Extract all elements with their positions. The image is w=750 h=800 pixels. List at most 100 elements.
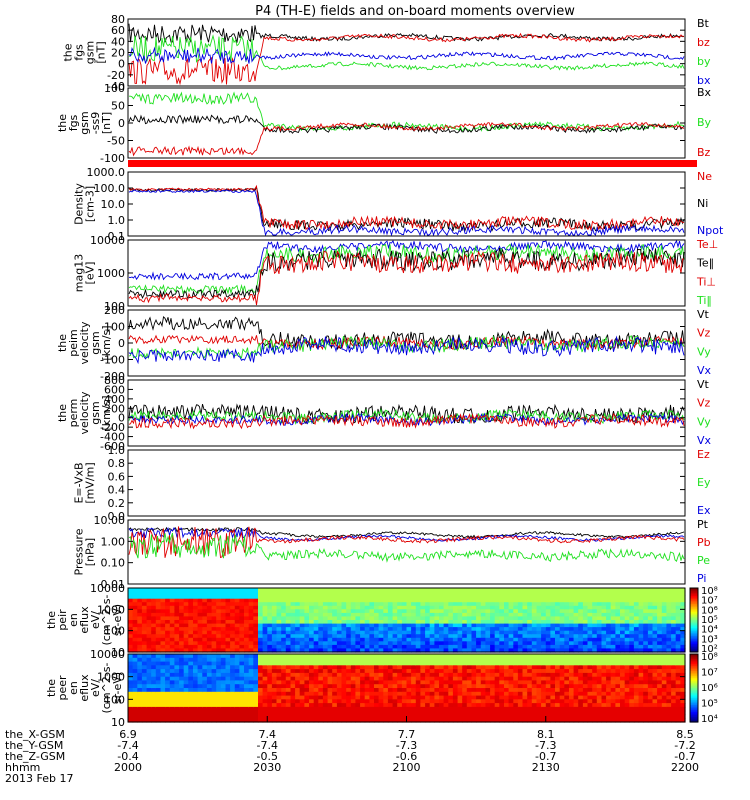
spectrogram-cell [141, 616, 148, 621]
spectrogram-cell [573, 602, 579, 607]
spectrogram-cell [633, 598, 640, 603]
spectrogram-cell [285, 588, 291, 593]
spectrogram-cell [258, 676, 264, 682]
spectrogram-cell [452, 669, 459, 674]
spectrogram-cell [606, 605, 612, 610]
spectrogram-cell [573, 706, 579, 712]
spectrogram-cell [578, 644, 584, 650]
spectrogram-cell [522, 665, 528, 670]
spectrogram-cell [555, 648, 561, 653]
spectrogram-cell [578, 609, 584, 614]
spectrogram-cell [666, 654, 672, 659]
spectrogram-cell [480, 588, 486, 593]
spectrogram-cell [429, 718, 435, 723]
spectrogram-cell [188, 695, 194, 700]
spectrogram-cell [633, 602, 640, 607]
spectrogram-cell [360, 710, 366, 716]
spectrogram-cell [360, 602, 366, 607]
spectrogram-cell [285, 680, 291, 685]
spectrogram-cell [499, 695, 505, 700]
spectrogram-cell [406, 641, 412, 646]
spectrogram-cell [216, 588, 222, 593]
spectrogram-cell [592, 695, 598, 700]
spectrogram-cell [480, 623, 486, 628]
spectrogram-cell [350, 644, 356, 650]
spectrogram-cell [620, 627, 626, 632]
spectrogram-cell [633, 657, 640, 663]
spectrogram-cell [276, 706, 282, 712]
spectrogram-cell [671, 627, 677, 632]
spectrogram-cell [485, 595, 491, 600]
spectrogram-cell [267, 627, 273, 632]
spectrogram-cell [165, 714, 171, 719]
spectrogram-cell [151, 695, 157, 700]
spectrogram-cell [643, 630, 649, 635]
spectrogram-cell [327, 641, 333, 646]
spectrogram-cell [448, 695, 454, 700]
spectrogram-cell [615, 620, 621, 625]
spectrogram-cell [559, 598, 565, 603]
spectrogram-cell [258, 648, 264, 653]
spectrogram-cell [151, 634, 157, 639]
spectrogram-cell [448, 605, 454, 610]
spectrogram-cell [610, 703, 616, 708]
spectrogram-cell [536, 641, 542, 646]
spectrogram-cell [633, 718, 640, 723]
spectrogram-cell [397, 680, 403, 685]
spectrogram-cell [169, 616, 175, 621]
spectrogram-cell [401, 691, 408, 697]
spectrogram-cell [420, 695, 426, 700]
spectrogram-cell [132, 588, 138, 593]
y-axis-label: E=-VxB [73, 462, 86, 503]
spectrogram-cell [132, 695, 138, 700]
spectrogram-cell [253, 637, 259, 642]
trace-ne [129, 185, 685, 233]
y-tick-label: 0 [118, 117, 125, 130]
spectrogram-cell [531, 661, 537, 666]
spectrogram-cell [592, 627, 598, 632]
spectrogram-cell [452, 691, 459, 697]
spectrogram-cell [439, 644, 445, 650]
spectrogram-cell [578, 623, 584, 628]
spectrogram-cell [160, 623, 166, 628]
spectrogram-cell [318, 661, 324, 666]
spectrogram-cell [620, 676, 626, 682]
spectrogram-cell [160, 588, 166, 593]
spectrogram-cell [281, 616, 287, 621]
spectrogram-cell [425, 588, 431, 593]
spectrogram-cell [165, 620, 171, 625]
spectrogram-cell [295, 627, 301, 632]
spectrogram-cell [206, 680, 213, 685]
spectrogram-cell [355, 710, 361, 716]
spectrogram-cell [666, 605, 672, 610]
spectrogram-cell [132, 648, 138, 653]
spectrogram-cell [522, 691, 528, 697]
spectrogram-cell [346, 680, 352, 685]
spectrogram-cell [267, 648, 273, 653]
spectrogram-cell [559, 657, 565, 663]
spectrogram-cell [429, 609, 435, 614]
spectrogram-cell [295, 641, 301, 646]
spectrogram-cell [174, 714, 180, 719]
spectrogram-cell [332, 644, 338, 650]
spectrogram-cell [559, 630, 565, 635]
spectrogram-cell [443, 710, 449, 716]
colorbar-tick-label: 10⁵ [701, 615, 718, 626]
trace-bx [128, 46, 685, 64]
spectrogram-cell [462, 648, 468, 653]
spectrogram-cell [401, 672, 408, 678]
spectrogram-cell [624, 695, 630, 700]
spectrogram-cell [439, 718, 445, 723]
spectrogram-cell [522, 706, 528, 712]
spectrogram-cell [341, 591, 347, 596]
spectrogram-cell [160, 609, 166, 614]
spectrogram-cell [610, 641, 616, 646]
spectrogram-cell [466, 714, 472, 719]
spectrogram-cell [137, 654, 143, 659]
spectrogram-cell [188, 609, 194, 614]
spectrogram-cell [452, 609, 459, 614]
spectrogram-cell [425, 714, 431, 719]
spectrogram-cell [485, 620, 491, 625]
spectrogram-cell [513, 630, 519, 635]
spectrogram-cell [615, 710, 621, 716]
